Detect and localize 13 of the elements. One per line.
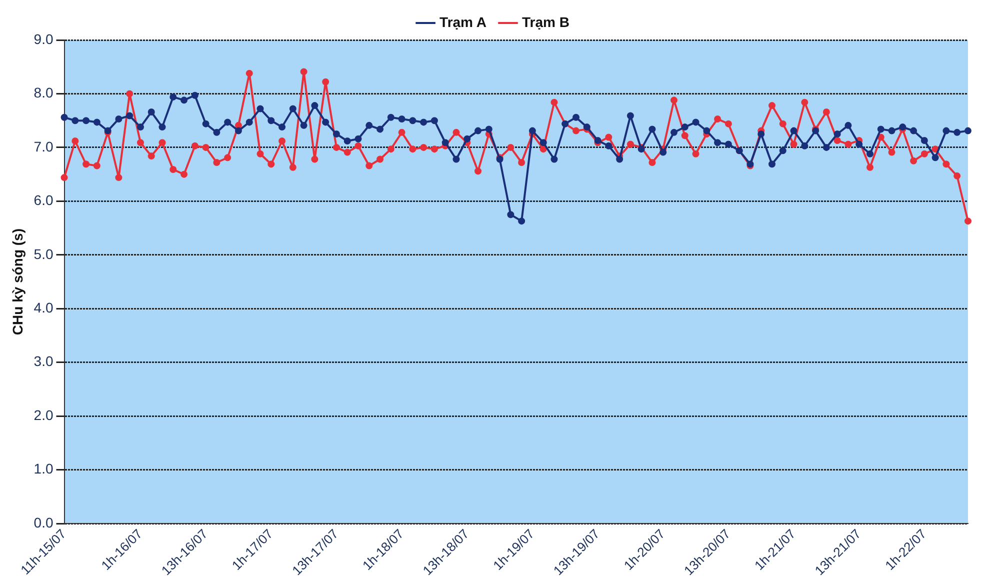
y-tick-label: 1.0: [34, 460, 54, 477]
y-tick-label: 0.0: [34, 514, 54, 530]
y-tick-label: 9.0: [34, 30, 54, 47]
y-tick-label: 7.0: [34, 138, 54, 154]
y-tick-label: 2.0: [34, 406, 54, 423]
y-tick-label: 4.0: [34, 300, 54, 316]
y-tick-label: 6.0: [34, 192, 54, 208]
y-axis-title: CHu kỳ sóng (s): [9, 228, 26, 336]
legend-label: Trạm B: [522, 14, 570, 30]
y-tick-label: 3.0: [34, 353, 54, 370]
y-tick-label: 5.0: [34, 246, 54, 262]
y-tick-label: 8.0: [34, 84, 54, 101]
legend-label: Trạm A: [440, 14, 486, 30]
